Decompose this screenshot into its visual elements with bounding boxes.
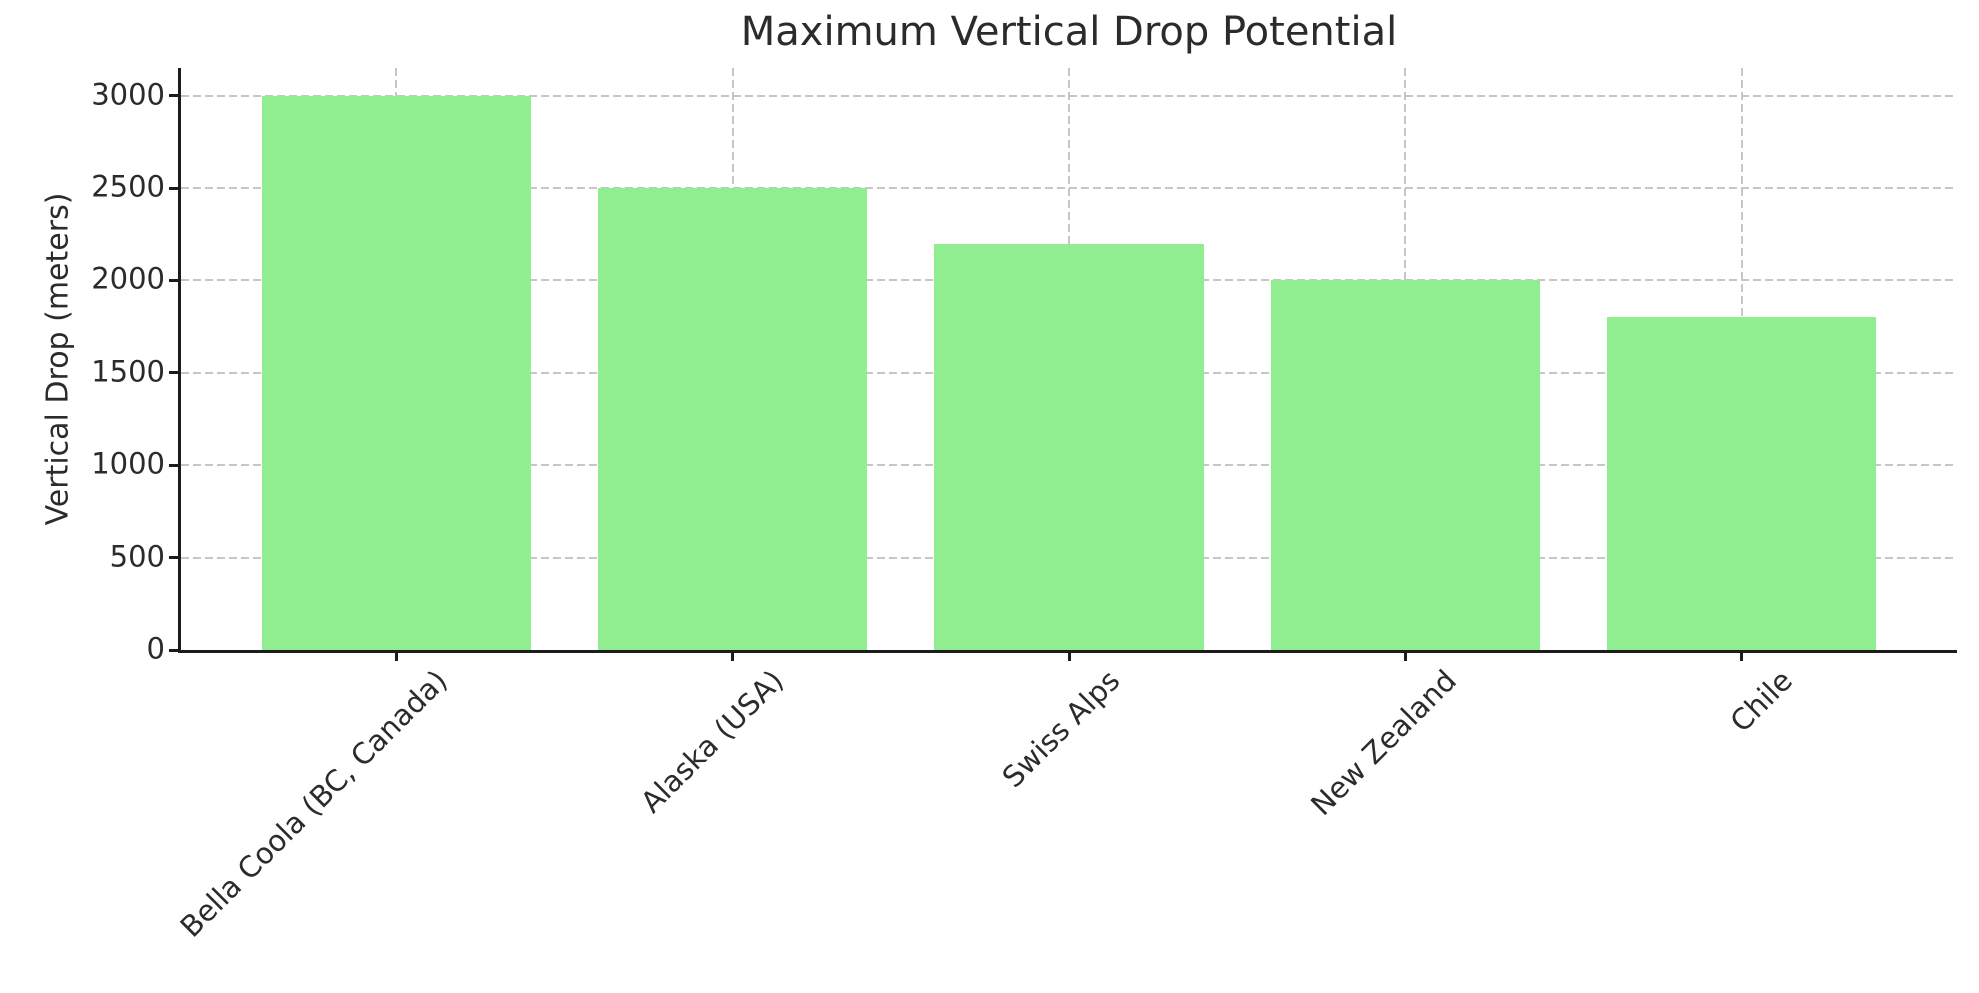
y-tick-mark	[169, 94, 178, 98]
bar	[934, 243, 1204, 650]
plot-area: 0 500 1000 1500 2000 2500 3000 Bella Coola (BC,…	[91, 68, 1957, 944]
x-tick-mark	[1403, 653, 1407, 661]
y-tick-label: 0	[146, 631, 165, 666]
y-tick-mark	[169, 648, 178, 652]
x-tick-label: Alaska (USA)	[633, 663, 790, 820]
y-tick-label: 2500	[91, 169, 165, 204]
y-axis-spine	[178, 68, 181, 653]
bar	[1270, 280, 1540, 650]
x-tick-mark	[1740, 653, 1744, 661]
bar	[261, 95, 531, 650]
chart-title: Maximum Vertical Drop Potential	[740, 9, 1398, 55]
y-tick-mark	[169, 278, 178, 282]
y-tick-label: 1500	[91, 354, 165, 389]
y-tick-label: 1000	[91, 446, 165, 481]
y-tick-mark	[169, 371, 178, 375]
y-tick-mark	[169, 463, 178, 467]
x-axis-spine	[178, 650, 1957, 653]
y-tick-label: 2000	[91, 262, 165, 297]
y-tick-mark	[169, 556, 178, 560]
bar	[598, 188, 868, 650]
x-tick-mark	[731, 653, 735, 661]
x-tick-mark	[1067, 653, 1071, 661]
bar	[1607, 317, 1877, 650]
x-tick-label: Swiss Alps	[995, 663, 1127, 795]
x-tick-label: Bella Coola (BC, Canada)	[173, 663, 454, 944]
x-tick-label: Chile	[1723, 663, 1800, 739]
x-tick-mark	[394, 653, 398, 661]
y-tick-mark	[169, 186, 178, 190]
y-tick-label: 3000	[91, 77, 165, 112]
x-tick-label: New Zealand	[1303, 663, 1463, 823]
y-tick-label: 500	[109, 539, 165, 574]
